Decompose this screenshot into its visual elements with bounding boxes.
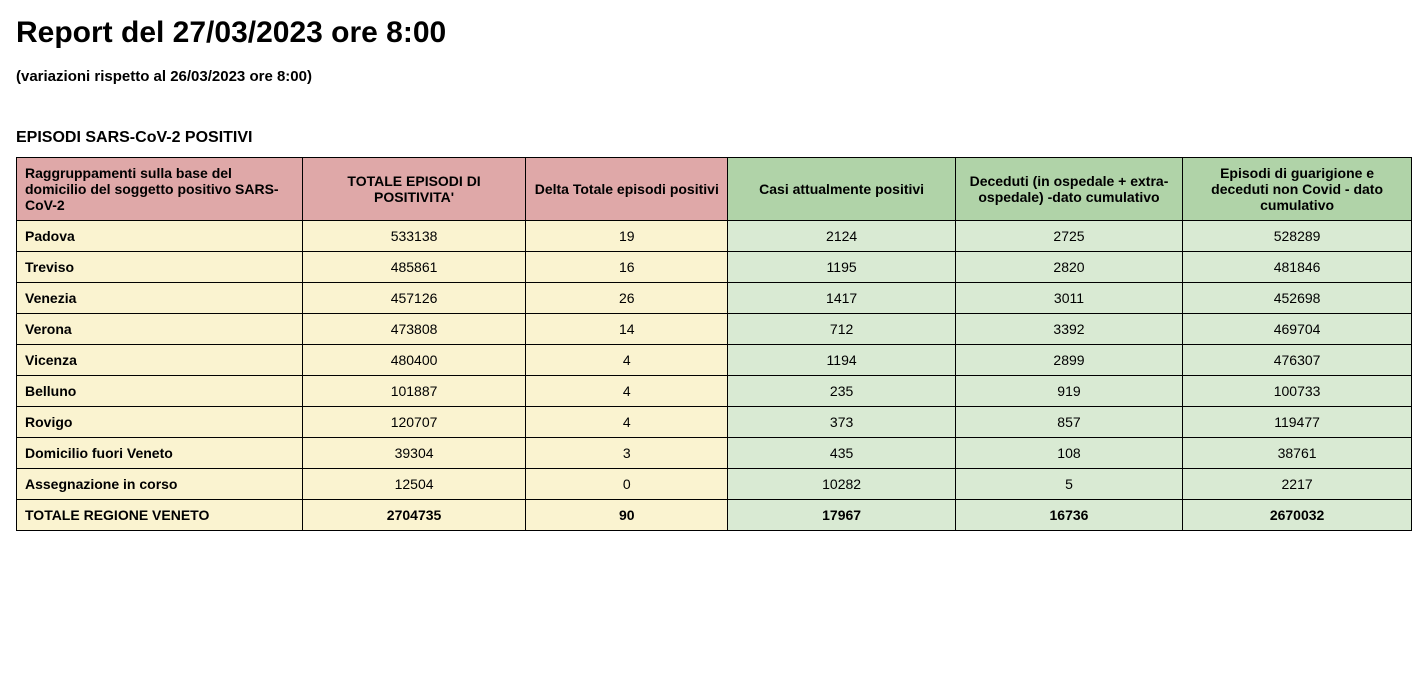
table-cell: 435 <box>728 438 955 469</box>
table-cell: 2725 <box>955 221 1182 252</box>
column-header-3: Casi attualmente positivi <box>728 158 955 221</box>
table-cell: 3 <box>526 438 728 469</box>
table-cell: 14 <box>526 314 728 345</box>
table-row: Domicilio fuori Veneto39304343510838761 <box>17 438 1412 469</box>
column-header-0: Raggruppamenti sulla base del domicilio … <box>17 158 303 221</box>
page-title: Report del 27/03/2023 ore 8:00 <box>16 16 1412 50</box>
episodes-table: Raggruppamenti sulla base del domicilio … <box>16 157 1412 531</box>
table-cell: 5 <box>955 469 1182 500</box>
table-cell: 3011 <box>955 283 1182 314</box>
table-row: Assegnazione in corso1250401028252217 <box>17 469 1412 500</box>
table-cell: 119477 <box>1183 407 1412 438</box>
table-cell: 2217 <box>1183 469 1412 500</box>
table-cell: 120707 <box>302 407 525 438</box>
table-cell: 2899 <box>955 345 1182 376</box>
table-cell: 39304 <box>302 438 525 469</box>
table-cell: 457126 <box>302 283 525 314</box>
section-title: EPISODI SARS-CoV-2 POSITIVI <box>16 129 1412 147</box>
table-cell: 533138 <box>302 221 525 252</box>
table-cell: 101887 <box>302 376 525 407</box>
table-row: Vicenza480400411942899476307 <box>17 345 1412 376</box>
table-cell: 100733 <box>1183 376 1412 407</box>
table-cell: 38761 <box>1183 438 1412 469</box>
table-row: Treviso4858611611952820481846 <box>17 252 1412 283</box>
table-cell: 528289 <box>1183 221 1412 252</box>
table-row: Padova5331381921242725528289 <box>17 221 1412 252</box>
table-cell: 0 <box>526 469 728 500</box>
column-header-1: TOTALE EPISODI DI POSITIVITA' <box>302 158 525 221</box>
table-cell: 19 <box>526 221 728 252</box>
table-cell: 108 <box>955 438 1182 469</box>
table-cell: Assegnazione in corso <box>17 469 303 500</box>
column-header-4: Deceduti (in ospedale + extra-ospedale) … <box>955 158 1182 221</box>
column-header-5: Episodi di guarigione e deceduti non Cov… <box>1183 158 1412 221</box>
table-cell: Treviso <box>17 252 303 283</box>
table-cell: 480400 <box>302 345 525 376</box>
table-cell: 4 <box>526 407 728 438</box>
table-cell: 481846 <box>1183 252 1412 283</box>
table-cell: 1417 <box>728 283 955 314</box>
table-cell: 4 <box>526 376 728 407</box>
table-total-row: TOTALE REGIONE VENETO2704735901796716736… <box>17 500 1412 531</box>
table-cell: Venezia <box>17 283 303 314</box>
table-cell: 3392 <box>955 314 1182 345</box>
table-cell: 2704735 <box>302 500 525 531</box>
table-cell: 373 <box>728 407 955 438</box>
table-cell: TOTALE REGIONE VENETO <box>17 500 303 531</box>
table-cell: 26 <box>526 283 728 314</box>
table-cell: 16 <box>526 252 728 283</box>
table-cell: 919 <box>955 376 1182 407</box>
table-row: Venezia4571262614173011452698 <box>17 283 1412 314</box>
table-cell: 2670032 <box>1183 500 1412 531</box>
table-cell: Verona <box>17 314 303 345</box>
table-header-row: Raggruppamenti sulla base del domicilio … <box>17 158 1412 221</box>
table-cell: 2820 <box>955 252 1182 283</box>
table-cell: Padova <box>17 221 303 252</box>
table-cell: 857 <box>955 407 1182 438</box>
table-row: Verona473808147123392469704 <box>17 314 1412 345</box>
table-cell: Belluno <box>17 376 303 407</box>
table-cell: 473808 <box>302 314 525 345</box>
table-cell: 1194 <box>728 345 955 376</box>
table-row: Belluno1018874235919100733 <box>17 376 1412 407</box>
table-cell: 2124 <box>728 221 955 252</box>
page-subtitle: (variazioni rispetto al 26/03/2023 ore 8… <box>16 68 1412 85</box>
table-cell: 469704 <box>1183 314 1412 345</box>
table-cell: Rovigo <box>17 407 303 438</box>
table-cell: 4 <box>526 345 728 376</box>
table-cell: Vicenza <box>17 345 303 376</box>
table-cell: 712 <box>728 314 955 345</box>
table-row: Rovigo1207074373857119477 <box>17 407 1412 438</box>
table-cell: 485861 <box>302 252 525 283</box>
table-cell: 16736 <box>955 500 1182 531</box>
table-cell: 90 <box>526 500 728 531</box>
table-cell: 10282 <box>728 469 955 500</box>
table-cell: 1195 <box>728 252 955 283</box>
table-cell: Domicilio fuori Veneto <box>17 438 303 469</box>
table-cell: 17967 <box>728 500 955 531</box>
table-cell: 476307 <box>1183 345 1412 376</box>
column-header-2: Delta Totale episodi positivi <box>526 158 728 221</box>
table-cell: 235 <box>728 376 955 407</box>
table-cell: 452698 <box>1183 283 1412 314</box>
table-cell: 12504 <box>302 469 525 500</box>
